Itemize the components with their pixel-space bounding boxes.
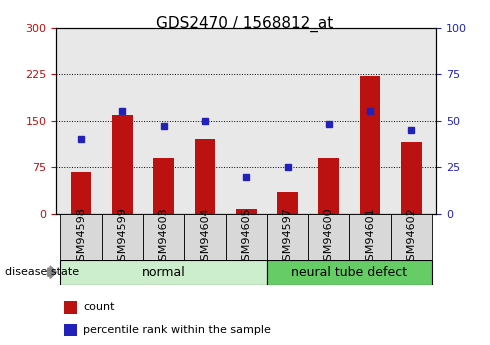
Bar (184, 214, 225, 260)
Text: normal: normal (142, 266, 186, 279)
Text: neural tube defect: neural tube defect (292, 266, 408, 279)
Text: count: count (83, 303, 115, 313)
Bar (102, 214, 143, 260)
Bar (64, 301, 77, 314)
Bar (277, 192, 298, 214)
Bar (64, 324, 77, 336)
Text: GDS2470 / 1568812_at: GDS2470 / 1568812_at (156, 16, 334, 32)
Bar (143, 214, 184, 260)
Text: GSM94602: GSM94602 (406, 207, 416, 268)
Bar (60, 260, 267, 285)
Text: GSM94597: GSM94597 (283, 207, 293, 268)
Bar (318, 158, 339, 214)
Bar (112, 115, 133, 214)
Bar (60, 214, 102, 260)
Bar (195, 139, 215, 214)
Text: GSM94601: GSM94601 (365, 207, 375, 267)
Bar (71, 172, 92, 214)
Text: percentile rank within the sample: percentile rank within the sample (83, 325, 271, 335)
Text: GSM94605: GSM94605 (241, 207, 251, 267)
Bar (308, 214, 349, 260)
Text: GSM94600: GSM94600 (324, 207, 334, 267)
Text: disease state: disease state (5, 267, 79, 277)
Bar (153, 158, 174, 214)
Bar (401, 142, 422, 214)
FancyArrow shape (48, 266, 56, 278)
Bar (225, 214, 267, 260)
Bar (349, 214, 391, 260)
Bar (391, 214, 432, 260)
Bar (236, 209, 257, 214)
Text: GSM94604: GSM94604 (200, 207, 210, 268)
Text: GSM94603: GSM94603 (159, 207, 169, 267)
Bar (267, 214, 308, 260)
Text: GSM94598: GSM94598 (76, 207, 86, 268)
Text: GSM94599: GSM94599 (118, 207, 127, 268)
Bar (360, 76, 380, 214)
Bar (267, 260, 432, 285)
